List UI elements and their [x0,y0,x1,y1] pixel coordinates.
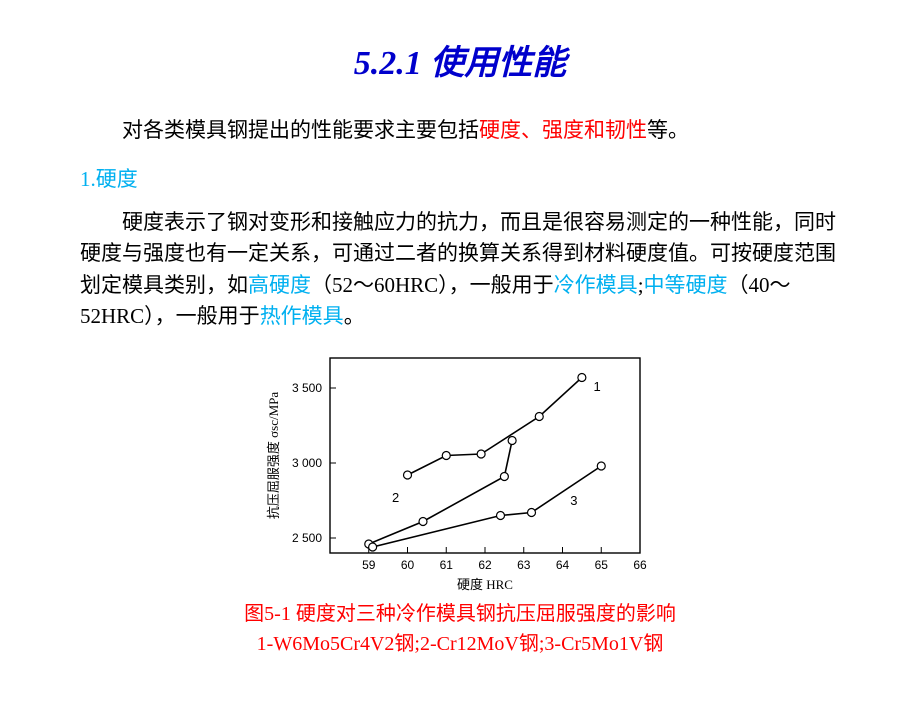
chart-svg: 59 60 61 62 63 64 65 66 2 500 3 000 3 500 硬度 HRC 抗压屈… [260,343,660,593]
para-hl1: 高硬度 [248,273,311,297]
svg-text:65: 65 [595,558,609,572]
caption-line-2: 1-W6Mo5Cr4V2钢;2-Cr12MoV钢;3-Cr5Mo1V钢 [0,629,920,659]
intro-pre: 对各类模具钢提出的性能要求主要包括 [122,118,479,142]
para-hl2: 冷作模具 [554,273,638,297]
intro-post: 等。 [647,118,689,142]
svg-text:1: 1 [594,379,601,394]
hardness-paragraph: 硬度表示了钢对变形和接触应力的抗力，而且是很容易测定的一种性能，同时硬度与强度也… [80,207,840,333]
svg-text:3: 3 [570,493,577,508]
svg-text:硬度 HRC: 硬度 HRC [457,577,513,592]
svg-text:3 500: 3 500 [292,381,322,395]
svg-text:抗压屈服强度 σsc/MPa: 抗压屈服强度 σsc/MPa [266,391,281,518]
subheading-hardness: 1.硬度 [80,163,840,193]
intro-paragraph: 对各类模具钢提出的性能要求主要包括硬度、强度和韧性等。 [80,114,840,148]
subheading-text: 1.硬度 [80,167,138,191]
svg-text:63: 63 [517,558,531,572]
para-seg2: （52～60HRC），一般用于 [311,273,554,297]
svg-text:59: 59 [362,558,376,572]
hardness-chart: 59 60 61 62 63 64 65 66 2 500 3 000 3 500 硬度 HRC 抗压屈… [260,343,660,593]
section-title: 5.2.1 使用性能 [0,35,920,84]
svg-text:3 000: 3 000 [292,456,322,470]
svg-text:2: 2 [392,490,399,505]
intro-highlight: 硬度、强度和韧性 [479,118,647,142]
svg-text:2 500: 2 500 [292,531,322,545]
para-hl4: 热作模具 [260,304,344,328]
caption-line-1: 图5-1 硬度对三种冷作模具钢抗压屈服强度的影响 [0,599,920,629]
para-hl3: 中等硬度 [644,273,728,297]
svg-text:60: 60 [401,558,415,572]
svg-text:64: 64 [556,558,570,572]
svg-text:62: 62 [478,558,492,572]
svg-text:61: 61 [440,558,454,572]
svg-text:66: 66 [633,558,647,572]
para-seg5: 。 [344,304,365,328]
figure-caption: 图5-1 硬度对三种冷作模具钢抗压屈服强度的影响 1-W6Mo5Cr4V2钢;2… [0,599,920,659]
